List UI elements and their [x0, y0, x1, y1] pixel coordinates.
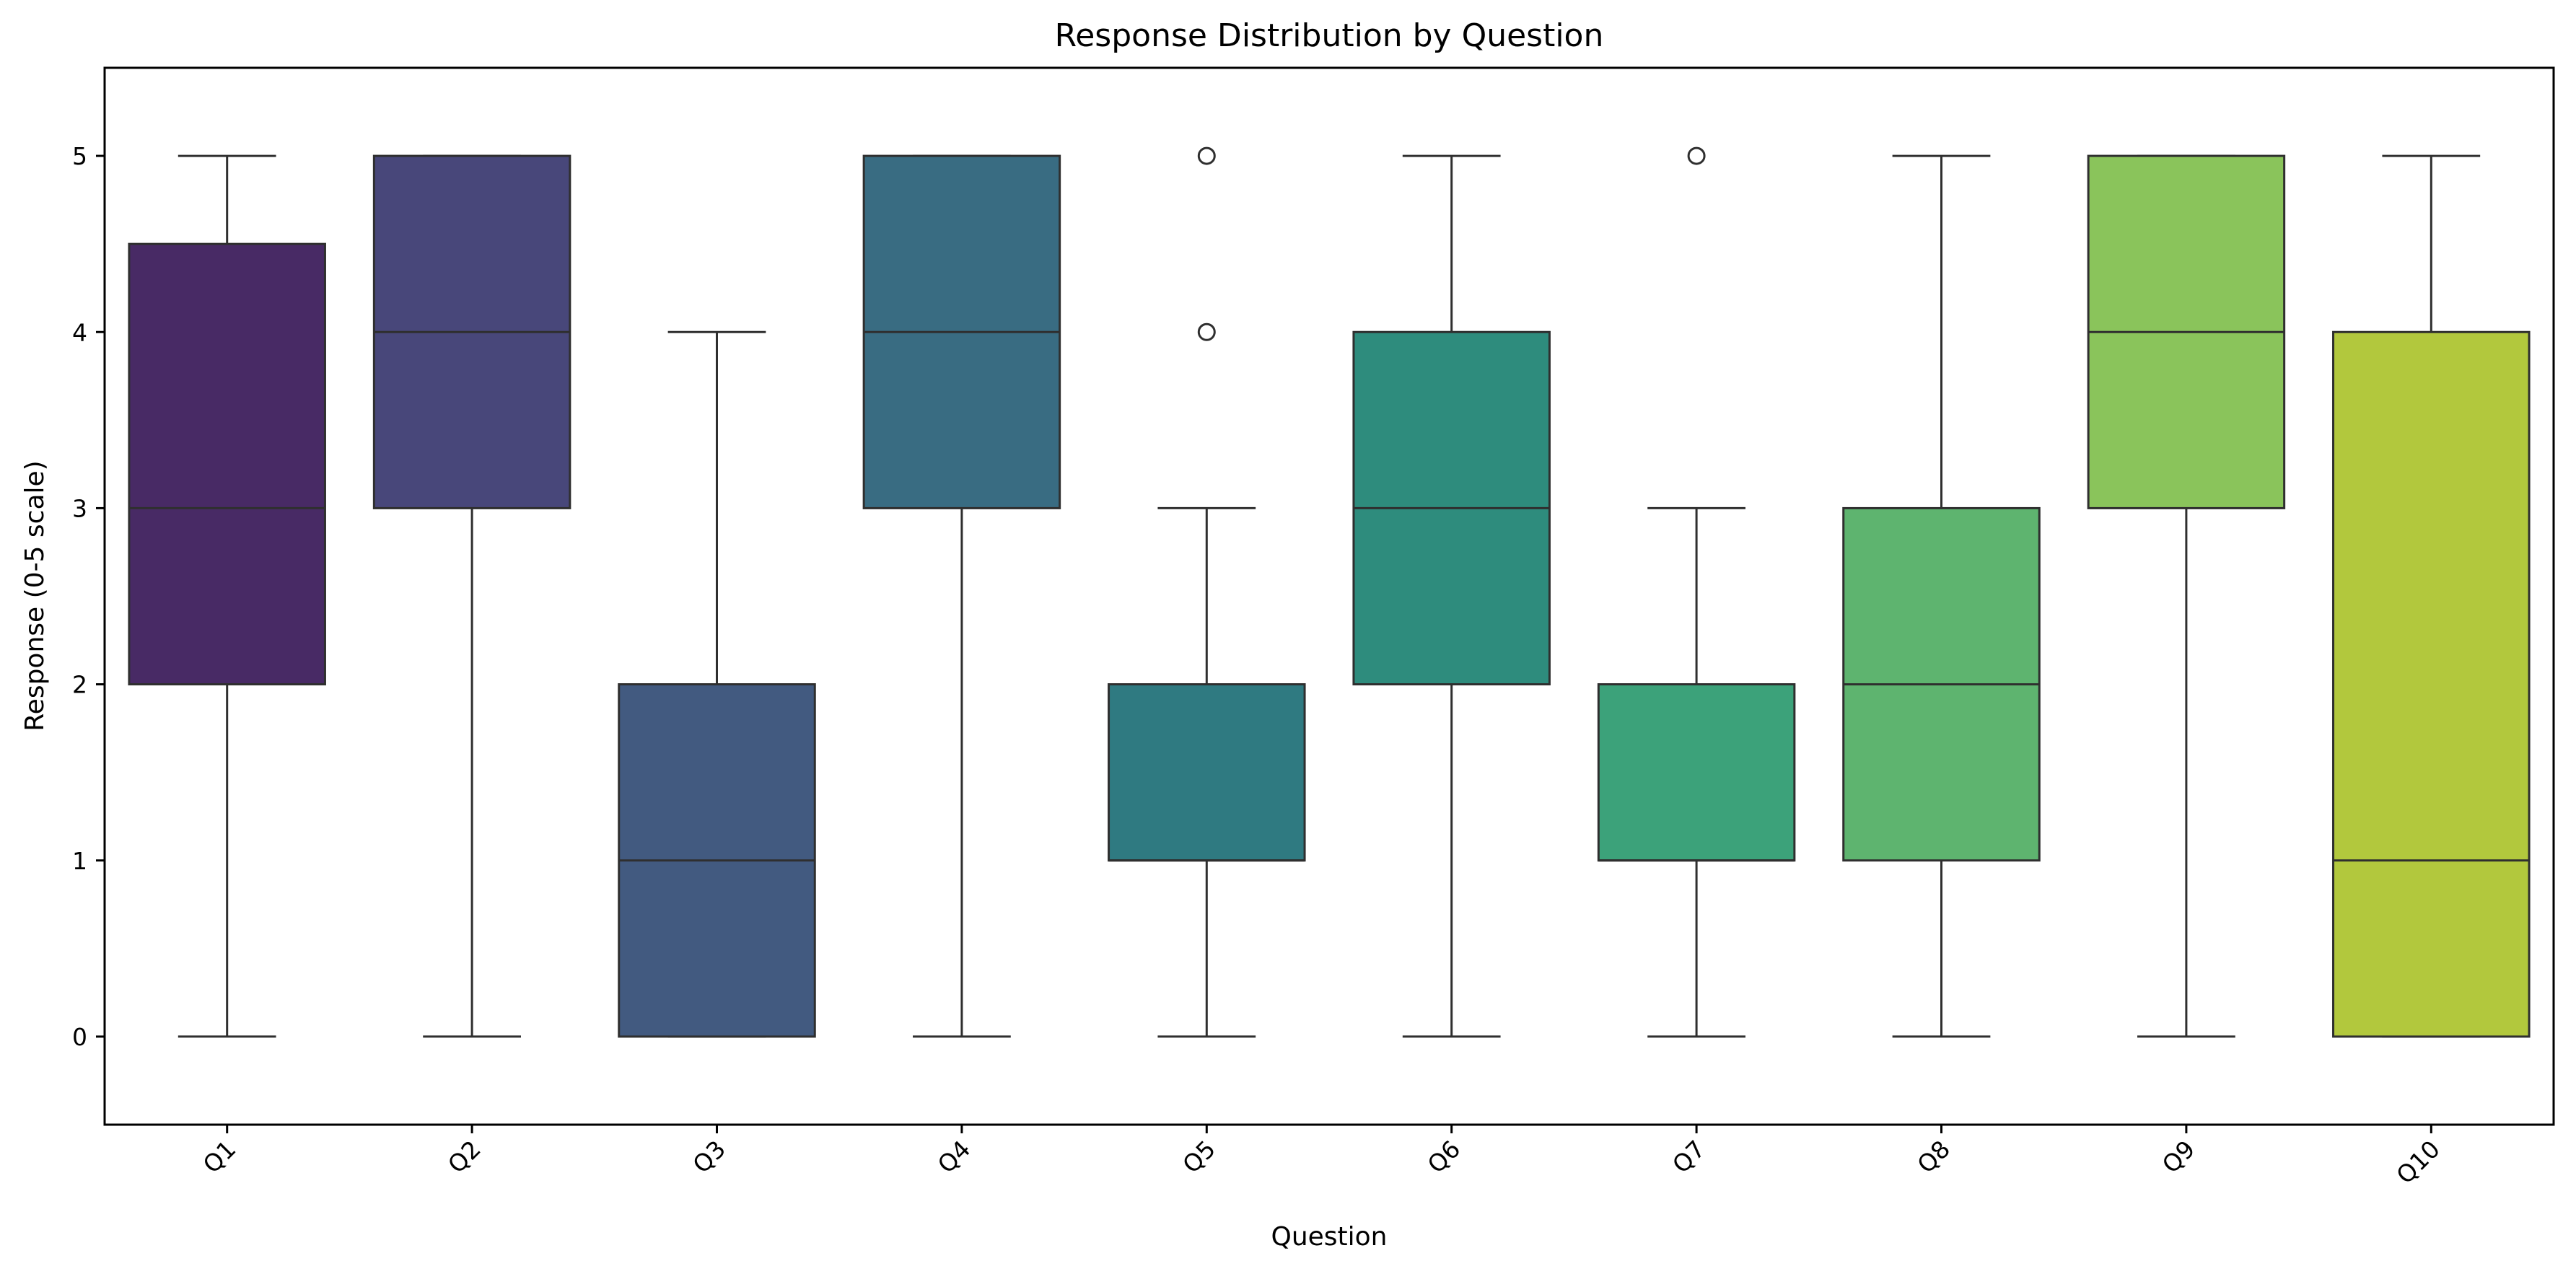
y-tick-label: 1 — [72, 847, 87, 875]
y-tick-label: 3 — [72, 494, 87, 522]
box-Q4 — [862, 154, 1061, 1038]
outlier-point — [1687, 146, 1706, 165]
iqr-box — [1597, 683, 1796, 862]
box-Q7 — [1597, 146, 1796, 1038]
y-axis-label: Response (0-5 scale) — [20, 460, 50, 731]
box-Q5 — [1108, 146, 1306, 1038]
box-Q3 — [618, 330, 816, 1038]
y-tick-label: 5 — [72, 142, 87, 170]
outlier-point — [1197, 146, 1216, 165]
y-tick-label: 2 — [72, 671, 87, 699]
plot-elements — [128, 146, 2531, 1038]
box-Q9 — [2087, 154, 2286, 1038]
x-axis-label: Question — [1271, 1222, 1387, 1252]
outlier-point — [1197, 322, 1216, 341]
box-Q10 — [2332, 154, 2531, 1038]
iqr-box — [1108, 683, 1306, 862]
plot-frame — [103, 66, 2555, 1126]
y-axis-ticks: 0 1 2 3 4 5 — [72, 142, 105, 1051]
box-Q8 — [1842, 154, 2041, 1038]
y-tick-label: 4 — [72, 318, 87, 346]
iqr-box — [128, 242, 326, 686]
y-tick-label: 0 — [72, 1023, 87, 1051]
chart-title: Response Distribution by Question — [1055, 17, 1604, 54]
iqr-box — [2332, 330, 2531, 1038]
box-Q1 — [128, 154, 326, 1038]
box-Q6 — [1352, 154, 1551, 1038]
box-Q2 — [372, 154, 571, 1038]
